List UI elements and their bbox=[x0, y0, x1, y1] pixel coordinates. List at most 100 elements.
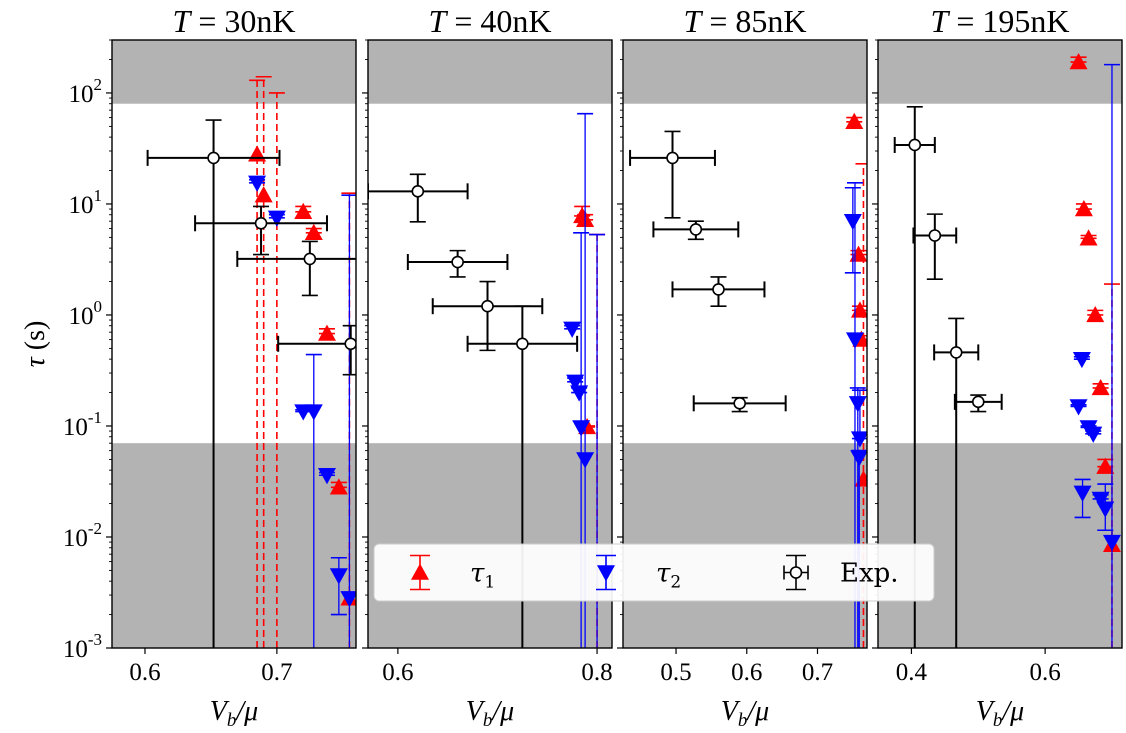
x-tick-label: 0.5 bbox=[660, 659, 691, 686]
x-axis-label: Vb/μ bbox=[721, 696, 769, 731]
y-tick-base: 10 bbox=[63, 414, 88, 441]
panel-title: T = 85nK bbox=[684, 3, 807, 39]
tau2-marker-1 bbox=[843, 213, 862, 231]
legend: τ1 τ2 Exp. bbox=[373, 543, 935, 602]
tau1-marker-2 bbox=[254, 186, 273, 203]
legend-marker bbox=[411, 563, 429, 580]
y-tick-label: 102 bbox=[69, 75, 103, 108]
tau2-marker-5 bbox=[850, 450, 867, 467]
exp-marker-3 bbox=[712, 283, 725, 296]
panel-title: T = 195nK bbox=[931, 3, 1070, 39]
legend-entry-3: Exp. bbox=[783, 554, 899, 591]
tau1-marker-2 bbox=[1074, 200, 1093, 217]
tau2-marker-2 bbox=[1069, 399, 1088, 416]
tau2-marker-4 bbox=[304, 404, 323, 421]
y-tick-exponent: 2 bbox=[94, 75, 103, 94]
legend-box bbox=[373, 543, 935, 602]
panel-frame bbox=[111, 39, 357, 649]
tau1-marker-3 bbox=[850, 301, 867, 318]
y-tick-label: 10-3 bbox=[63, 630, 102, 663]
legend-label: τ1 bbox=[470, 559, 495, 593]
x-tick-label: 0.6 bbox=[1029, 659, 1060, 686]
y-tick-exponent: 1 bbox=[94, 186, 103, 205]
tau2-marker-3 bbox=[848, 396, 867, 413]
panel-2: 0.6 0.8 Vb/μ T = 40nK bbox=[362, 3, 613, 731]
exp-marker-1 bbox=[411, 185, 425, 198]
exp-marker-3 bbox=[949, 346, 963, 359]
exp-marker-1 bbox=[908, 138, 922, 152]
tau1-marker-5 bbox=[304, 223, 323, 240]
panel-3: 0.5 0.6 0.7 Vb/μ T = 85nK bbox=[617, 3, 868, 731]
exp-marker-4 bbox=[344, 337, 356, 351]
x-tick-label: 0.4 bbox=[896, 659, 928, 686]
shaded-band-1 bbox=[623, 40, 867, 104]
y-tick-label: 100 bbox=[69, 297, 103, 330]
tau1-marker-6 bbox=[317, 324, 336, 341]
x-axis-label: Vb/μ bbox=[210, 696, 258, 731]
x-axis-label: Vb/μ bbox=[976, 696, 1024, 731]
tau1-marker-1 bbox=[845, 112, 864, 129]
tau2-marker-4 bbox=[1084, 426, 1103, 443]
tau1-marker-1 bbox=[1069, 53, 1088, 70]
y-tick-exponent: -3 bbox=[88, 630, 102, 649]
tau2-marker-2 bbox=[845, 332, 864, 349]
tau1-marker-3 bbox=[294, 202, 313, 220]
panel-4: 0.4 0.6Vb/μ T = 195nK bbox=[872, 3, 1123, 731]
y-tick-exponent: -2 bbox=[88, 519, 102, 538]
exp-marker-1 bbox=[666, 151, 679, 165]
tau2-marker-6 bbox=[329, 568, 348, 585]
panel-frame bbox=[367, 39, 613, 649]
exp-marker-2 bbox=[928, 229, 942, 242]
tau2-marker-5 bbox=[317, 468, 336, 485]
y-tick-label: 101 bbox=[69, 186, 103, 219]
plot-area bbox=[112, 40, 356, 648]
x-tick-label: 0.6 bbox=[731, 659, 762, 686]
exp-marker-4 bbox=[733, 397, 746, 410]
x-tick-label: 0.7 bbox=[261, 659, 292, 686]
x-tick-label: 0.6 bbox=[382, 659, 413, 686]
exp-marker-1 bbox=[207, 151, 220, 165]
panel-frame bbox=[877, 39, 1123, 649]
y-tick-exponent: 0 bbox=[94, 297, 103, 316]
y-tick-label: 10-1 bbox=[63, 408, 102, 441]
tau2-marker-2 bbox=[566, 374, 585, 391]
x-tick-label: 0.8 bbox=[581, 659, 612, 686]
x-axis-label: Vb/μ bbox=[466, 696, 514, 731]
tau2-marker-4 bbox=[850, 431, 867, 448]
legend-label: τ2 bbox=[656, 559, 681, 593]
exp-marker-3 bbox=[481, 299, 494, 313]
tau2-marker-1 bbox=[1072, 351, 1091, 369]
tau2-marker-3 bbox=[570, 385, 589, 402]
shaded-band-1 bbox=[368, 40, 612, 104]
exp-marker-2 bbox=[451, 255, 464, 269]
y-axis-label: τ (s) bbox=[20, 321, 51, 368]
y-tick-base: 10 bbox=[63, 525, 88, 552]
exp-marker-4 bbox=[971, 395, 985, 409]
tau2-marker-7 bbox=[340, 591, 356, 608]
y-tick-base: 10 bbox=[69, 303, 94, 330]
panel-title: T = 40nK bbox=[429, 3, 552, 39]
exp-marker-2 bbox=[254, 216, 268, 230]
tau1-marker-4 bbox=[1086, 305, 1105, 323]
tau2-marker-1 bbox=[563, 321, 582, 338]
exp-marker-4 bbox=[516, 337, 529, 351]
tau1-marker-5 bbox=[1091, 378, 1110, 396]
exp-marker-2 bbox=[689, 223, 703, 236]
y-tick-base: 10 bbox=[69, 81, 94, 108]
legend-entry-1: τ1 bbox=[410, 554, 495, 593]
y-tick-exponent: -1 bbox=[88, 408, 102, 427]
y-tick-base: 10 bbox=[69, 192, 94, 219]
panel-frame bbox=[622, 39, 868, 649]
legend-entry-2: τ2 bbox=[596, 554, 681, 593]
x-tick-label: 0.7 bbox=[802, 659, 833, 686]
shaded-band-1 bbox=[878, 40, 1122, 104]
legend-marker bbox=[789, 566, 803, 579]
shaded-band-1 bbox=[112, 40, 356, 104]
tau1-marker-7 bbox=[329, 478, 348, 495]
tau2-marker-1 bbox=[248, 175, 267, 192]
tau2-marker-7 bbox=[1096, 501, 1115, 518]
y-tick-base: 10 bbox=[63, 636, 88, 663]
shaded-band-2 bbox=[112, 443, 356, 648]
